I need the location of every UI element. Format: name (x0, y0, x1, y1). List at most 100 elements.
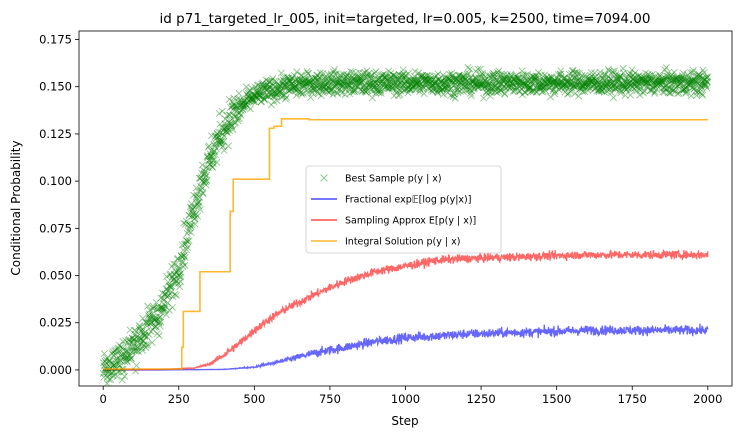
scatter-point (561, 84, 569, 92)
scatter-point (483, 78, 491, 87)
scatter-point (518, 91, 526, 99)
scatter-point (324, 71, 332, 79)
scatter-point (243, 99, 251, 107)
scatter-point (539, 87, 547, 95)
scatter-point (611, 81, 619, 89)
scatter-point (142, 341, 150, 349)
scatter-point (619, 83, 627, 91)
scatter-point (614, 76, 622, 84)
scatter-point (246, 97, 254, 105)
scatter-point (642, 79, 650, 87)
scatter-point (629, 71, 637, 79)
scatter-point (527, 74, 535, 82)
scatter-point (279, 80, 287, 88)
scatter-point (412, 76, 420, 84)
scatter-point (609, 85, 617, 93)
scatter-point (510, 75, 518, 83)
scatter-point (468, 87, 476, 95)
scatter-point (303, 68, 311, 76)
scatter-point (571, 83, 579, 91)
scatter-point (372, 80, 380, 88)
scatter-point (102, 359, 110, 367)
scatter-point (677, 74, 686, 82)
scatter-point (603, 87, 611, 95)
scatter-point (243, 95, 251, 103)
scatter-point (493, 89, 501, 97)
scatter-point (418, 82, 426, 90)
scatter-point (242, 100, 250, 108)
scatter-point (616, 73, 624, 81)
scatter-point (402, 77, 410, 85)
scatter-point (221, 120, 229, 128)
scatter-point (644, 83, 652, 91)
scatter-point (586, 76, 594, 84)
scatter-point (519, 71, 527, 79)
scatter-point (693, 91, 701, 100)
scatter-point (700, 76, 708, 84)
scatter-point (497, 70, 505, 78)
scatter-point (304, 69, 312, 77)
scatter-point (414, 79, 422, 87)
scatter-point (519, 78, 527, 86)
scatter-point (671, 87, 679, 95)
scatter-point (264, 92, 272, 100)
scatter-point (539, 83, 547, 91)
scatter-point (460, 82, 468, 90)
scatter-point (253, 93, 261, 101)
scatter-point (158, 304, 166, 312)
scatter-point (645, 74, 653, 82)
scatter-point (357, 78, 365, 86)
scatter-point (678, 86, 686, 94)
scatter-point (218, 137, 226, 145)
scatter-point (348, 77, 356, 85)
scatter-point (334, 77, 343, 85)
scatter-point (262, 92, 270, 100)
scatter-point (232, 105, 240, 113)
scatter-point (544, 77, 552, 85)
scatter-point (369, 82, 377, 90)
scatter-point (531, 75, 539, 83)
scatter-point (259, 82, 267, 90)
scatter-point (366, 80, 374, 88)
scatter-point (503, 79, 511, 87)
scatter-point (433, 80, 441, 88)
scatter-point (332, 80, 340, 88)
scatter-point (387, 69, 395, 77)
scatter-point (157, 294, 165, 302)
scatter-point (427, 87, 435, 95)
scatter-point (265, 92, 273, 100)
scatter-point (619, 69, 627, 77)
scatter-point (528, 77, 536, 85)
scatter-point (188, 207, 196, 215)
scatter-point (208, 163, 216, 171)
scatter-point (659, 88, 667, 96)
scatter-point (682, 89, 690, 97)
scatter-point (652, 76, 660, 84)
scatter-point (237, 111, 245, 119)
scatter-point (303, 75, 311, 83)
scatter-point (493, 84, 501, 92)
scatter-point (254, 91, 262, 99)
scatter-point (401, 85, 409, 93)
scatter-point (319, 79, 327, 87)
scatter-point (187, 200, 196, 208)
scatter-point (590, 85, 598, 93)
y-tick-label: 0.050 (39, 269, 72, 283)
scatter-point (299, 81, 307, 90)
scatter-point (575, 92, 583, 100)
scatter-point (348, 73, 356, 81)
scatter-point (310, 85, 318, 93)
scatter-point (408, 84, 416, 92)
scatter-point (271, 90, 279, 98)
scatter-point (666, 89, 674, 97)
scatter-point (601, 81, 609, 89)
scatter-point (664, 70, 672, 78)
scatter-point (355, 68, 363, 77)
scatter-point (391, 79, 399, 87)
scatter-point (556, 70, 565, 78)
scatter-point (146, 314, 154, 322)
scatter-point (340, 70, 348, 78)
scatter-point (247, 97, 255, 105)
scatter-point (401, 72, 409, 80)
scatter-point (298, 78, 306, 86)
